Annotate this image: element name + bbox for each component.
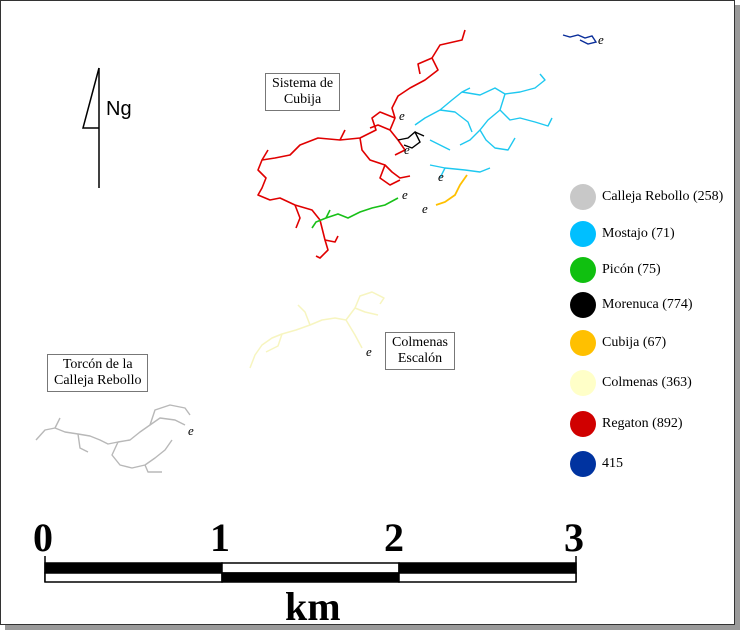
legend-label: Calleja Rebollo (258) [602, 189, 724, 204]
legend-swatch [570, 257, 596, 283]
entrance-marker: e [422, 201, 428, 216]
survey-morenuca [397, 130, 425, 149]
legend-label: Colmenas (363) [602, 375, 692, 390]
label-line: Escalón [397, 351, 443, 366]
label-torcon-calleja-rebollo: Torcón de la Calleja Rebollo [47, 354, 149, 392]
legend-swatch [570, 184, 596, 210]
scale-tick-label: 2 [384, 515, 404, 560]
legend-item: Picón (75) [570, 255, 661, 285]
survey-colmenas [249, 291, 385, 369]
label-line: Torcón de la [62, 357, 133, 372]
north-arrow-icon [82, 67, 100, 188]
scale-bar [44, 556, 577, 583]
scale-unit: km [285, 584, 341, 629]
survey-picon [311, 197, 399, 229]
legend-swatch [570, 451, 596, 477]
north-label: Ng [106, 98, 132, 120]
label-line: Colmenas [392, 335, 448, 350]
legend-item: 415 [570, 449, 623, 479]
entrance-marker: e [404, 142, 410, 157]
legend-swatch [570, 370, 596, 396]
legend-label: Cubija (67) [602, 335, 667, 350]
legend-label: Mostajo (71) [602, 226, 675, 241]
scale-tick-label: 0 [33, 515, 53, 560]
scale-tick-label: 3 [564, 515, 584, 560]
entrance-marker: e [399, 108, 405, 123]
legend-swatch [570, 330, 596, 356]
entrance-marker: e [366, 344, 372, 359]
survey-mostajo [414, 73, 553, 179]
legend-item: Cubija (67) [570, 328, 666, 358]
scale-tick-label: 1 [210, 515, 230, 560]
legend-item: Calleja Rebollo (258) [570, 182, 723, 212]
legend-item: Mostajo (71) [570, 219, 675, 249]
legend-label: Morenuca (774) [602, 297, 693, 312]
entrance-marker: e [438, 169, 444, 184]
label-line: Cubija [283, 92, 322, 107]
label-colmenas-escalon: Colmenas Escalón [385, 332, 455, 370]
survey-regaton [257, 29, 466, 259]
entrance-marker: e [402, 187, 408, 202]
survey-415 [562, 34, 598, 45]
label-sistema-de-cubija: Sistema de Cubija [265, 73, 341, 111]
survey-cubija [435, 174, 468, 206]
survey-calleja-rebollo [35, 404, 191, 473]
legend-label: 415 [602, 456, 623, 471]
legend-swatch [570, 411, 596, 437]
legend-swatch [570, 292, 596, 318]
legend-swatch [570, 221, 596, 247]
label-line: Calleja Rebollo [54, 373, 142, 388]
legend-label: Regaton (892) [602, 416, 683, 431]
entrance-marker: e [598, 32, 604, 47]
label-line: Sistema de [272, 76, 334, 91]
legend-item: Colmenas (363) [570, 368, 692, 398]
entrance-marker: e [188, 423, 194, 438]
legend-label: Picón (75) [602, 262, 661, 277]
legend-item: Morenuca (774) [570, 290, 693, 320]
legend-item: Regaton (892) [570, 409, 682, 439]
